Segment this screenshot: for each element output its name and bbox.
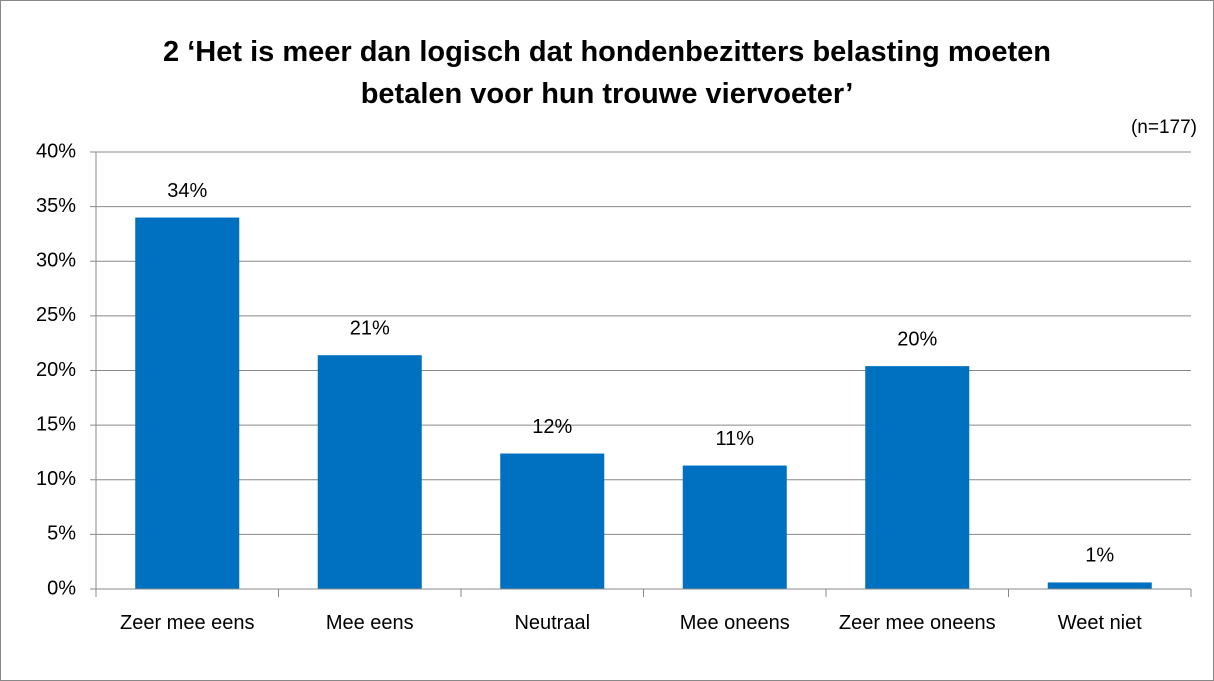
- y-tick-label: 25%: [36, 304, 76, 326]
- y-tick-label: 15%: [36, 413, 76, 435]
- y-tick-label: 10%: [36, 468, 76, 490]
- data-label: 34%: [167, 180, 207, 202]
- x-tick-label: Zeer mee oneens: [838, 612, 996, 634]
- data-label: 21%: [350, 317, 390, 339]
- bar: [865, 366, 970, 589]
- bar: [682, 465, 787, 589]
- x-tick-label: Mee eens: [325, 612, 414, 634]
- chart-subtitle: (n=177): [1130, 117, 1197, 138]
- y-tick-label: 5%: [47, 523, 76, 545]
- y-tick-label: 0%: [47, 577, 76, 599]
- bar: [317, 355, 422, 589]
- y-tick-label: 35%: [36, 195, 76, 217]
- y-tick-label: 20%: [36, 359, 76, 381]
- y-tick-label: 40%: [36, 140, 76, 162]
- bar: [135, 217, 240, 590]
- bar: [1047, 582, 1152, 589]
- data-label: 1%: [1085, 545, 1114, 567]
- data-label: 12%: [532, 416, 572, 438]
- data-label: 20%: [897, 328, 937, 350]
- x-tick-label: Weet niet: [1057, 612, 1142, 634]
- x-tick-label: Zeer mee eens: [119, 612, 255, 634]
- bar: [500, 453, 605, 589]
- y-tick-label: 30%: [36, 250, 76, 272]
- chart-title: 2 ‘Het is meer dan logisch dat hondenbez…: [163, 36, 1051, 110]
- data-label: 11%: [715, 428, 754, 450]
- x-tick-label: Mee oneens: [679, 612, 790, 634]
- x-tick-label: Neutraal: [514, 612, 591, 634]
